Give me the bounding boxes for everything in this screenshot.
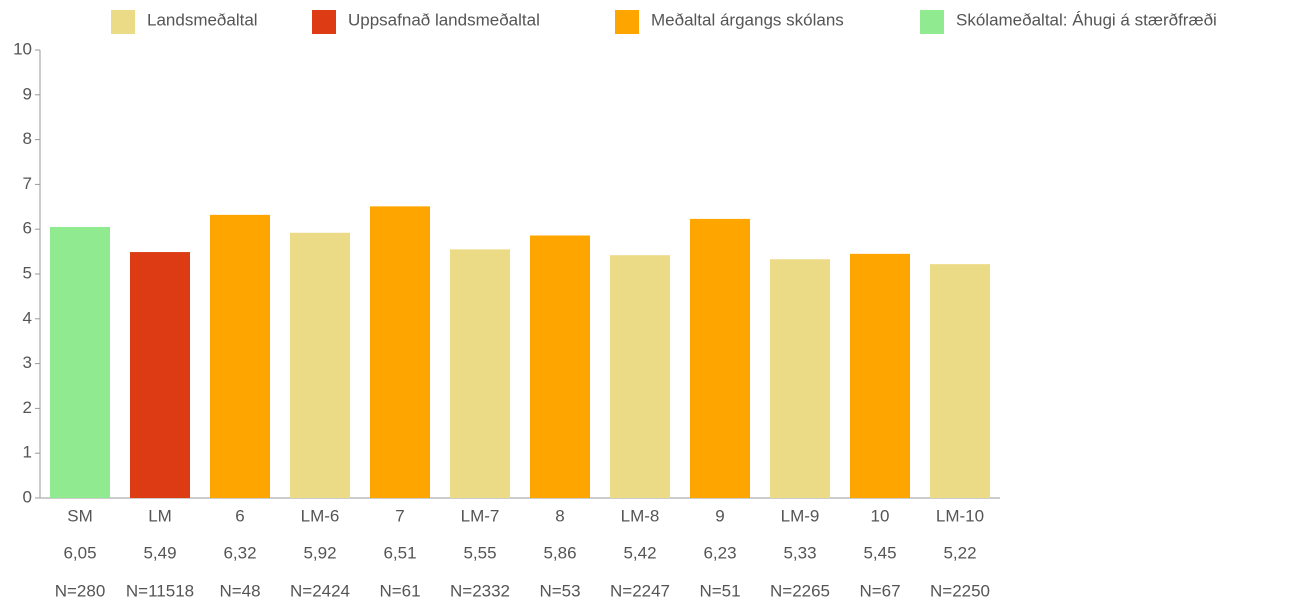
y-tick-label: 9 <box>23 84 32 103</box>
n-label: N=53 <box>539 581 580 600</box>
y-tick-label: 8 <box>23 129 32 148</box>
legend-label: Meðaltal árgangs skólans <box>651 10 844 29</box>
y-tick-label: 2 <box>23 398 32 417</box>
value-label: 5,22 <box>943 543 976 562</box>
y-tick-label: 5 <box>23 263 32 282</box>
n-label: N=280 <box>55 581 106 600</box>
bar <box>610 255 670 498</box>
x-tick-label: 9 <box>715 506 724 525</box>
bar <box>50 226 110 498</box>
x-tick-label: LM-6 <box>301 506 340 525</box>
n-label: N=2250 <box>930 581 990 600</box>
legend-swatch <box>111 10 135 34</box>
x-tick-label: 7 <box>395 506 404 525</box>
value-label: 5,33 <box>783 543 816 562</box>
value-label: 5,55 <box>463 543 496 562</box>
y-tick-label: 4 <box>23 308 32 327</box>
legend-swatch <box>615 10 639 34</box>
value-label: 5,45 <box>863 543 896 562</box>
value-label: 6,32 <box>223 543 256 562</box>
n-label: N=61 <box>379 581 420 600</box>
y-tick-label: 0 <box>23 487 32 506</box>
n-label: N=67 <box>859 581 900 600</box>
value-label: 5,49 <box>143 543 176 562</box>
n-label: N=48 <box>219 581 260 600</box>
x-tick-label: 6 <box>235 506 244 525</box>
bar <box>290 232 350 498</box>
bar <box>850 253 910 498</box>
x-tick-label: LM-7 <box>461 506 500 525</box>
legend-swatch <box>920 10 944 34</box>
n-label: N=2247 <box>610 581 670 600</box>
x-tick-label: LM <box>148 506 172 525</box>
bar <box>930 264 990 498</box>
y-tick-label: 3 <box>23 353 32 372</box>
n-label: N=51 <box>699 581 740 600</box>
n-label: N=2265 <box>770 581 830 600</box>
value-label: 5,92 <box>303 543 336 562</box>
x-tick-label: SM <box>67 506 93 525</box>
bar <box>690 218 750 498</box>
value-label: 5,42 <box>623 543 656 562</box>
value-label: 5,86 <box>543 543 576 562</box>
bar <box>530 235 590 499</box>
x-tick-label: LM-8 <box>621 506 660 525</box>
legend-label: Landsmeðaltal <box>147 10 258 29</box>
x-tick-label: 10 <box>871 506 890 525</box>
bar <box>770 259 830 498</box>
value-label: 6,05 <box>63 543 96 562</box>
bar <box>130 252 190 498</box>
y-tick-label: 6 <box>23 219 32 238</box>
n-label: N=2424 <box>290 581 350 600</box>
n-label: N=2332 <box>450 581 510 600</box>
legend-label: Uppsafnað landsmeðaltal <box>348 10 540 29</box>
y-tick-label: 7 <box>23 174 32 193</box>
x-tick-label: LM-10 <box>936 506 984 525</box>
y-tick-label: 10 <box>13 39 32 58</box>
x-tick-label: LM-9 <box>781 506 820 525</box>
x-tick-label: 8 <box>555 506 564 525</box>
n-label: N=11518 <box>126 581 194 600</box>
legend-label: Skólameðaltal: Áhugi á stærðfræði <box>956 10 1217 29</box>
bar <box>370 206 430 499</box>
value-label: 6,23 <box>703 543 736 562</box>
bar <box>210 214 270 498</box>
value-label: 6,51 <box>383 543 416 562</box>
bar <box>450 249 510 498</box>
legend-swatch <box>312 10 336 34</box>
y-tick-label: 1 <box>23 443 32 462</box>
